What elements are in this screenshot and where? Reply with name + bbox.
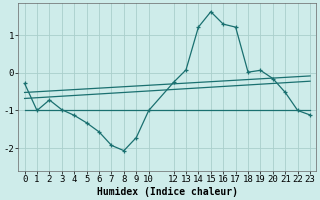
X-axis label: Humidex (Indice chaleur): Humidex (Indice chaleur) <box>97 186 238 197</box>
